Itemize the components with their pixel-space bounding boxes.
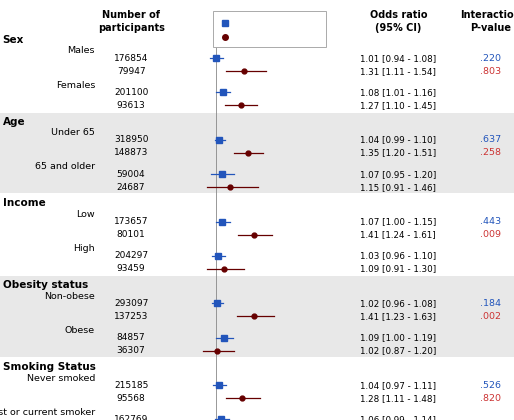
Text: 1.41 [1.23 - 1.63]: 1.41 [1.23 - 1.63] (360, 312, 436, 321)
Text: Past or current smoker: Past or current smoker (0, 408, 95, 417)
Text: 1.09 [1.00 - 1.19]: 1.09 [1.00 - 1.19] (360, 333, 436, 342)
Text: .820: .820 (481, 394, 501, 403)
Text: .803: .803 (480, 67, 502, 76)
Text: 1.04 [0.97 - 1.11]: 1.04 [0.97 - 1.11] (360, 381, 436, 390)
Text: 215185: 215185 (114, 381, 148, 390)
Text: 1.02 [0.96 - 1.08]: 1.02 [0.96 - 1.08] (360, 299, 436, 308)
Text: Interaction
P-value: Interaction P-value (461, 10, 514, 33)
Text: 24687: 24687 (117, 183, 145, 192)
Text: 137253: 137253 (114, 312, 148, 321)
Text: 1.03 [0.96 - 1.10]: 1.03 [0.96 - 1.10] (360, 252, 436, 260)
FancyBboxPatch shape (213, 11, 326, 47)
Text: 93459: 93459 (117, 265, 145, 273)
Text: Number of
participants: Number of participants (98, 10, 164, 33)
Text: .184: .184 (481, 299, 501, 308)
Text: High: High (74, 244, 95, 253)
Text: 1.02 [0.87 - 1.20]: 1.02 [0.87 - 1.20] (360, 346, 436, 355)
Text: Never smoked: Never smoked (27, 373, 95, 383)
Text: Sex: Sex (3, 35, 24, 45)
Text: 176854: 176854 (114, 54, 148, 63)
Text: .443: .443 (480, 217, 502, 226)
Text: Females: Females (56, 81, 95, 90)
Text: 162769: 162769 (114, 415, 148, 420)
Text: Non-obese: Non-obese (44, 292, 95, 301)
Text: .009: .009 (481, 230, 501, 239)
Text: 1.27 [1.10 - 1.45]: 1.27 [1.10 - 1.45] (360, 101, 436, 110)
Text: 36307: 36307 (117, 346, 145, 355)
Text: 1.08 [1.01 - 1.16]: 1.08 [1.01 - 1.16] (360, 88, 436, 97)
Text: 1.28 [1.11 - 1.48]: 1.28 [1.11 - 1.48] (360, 394, 436, 403)
Text: 1.41 [1.24 - 1.61]: 1.41 [1.24 - 1.61] (360, 230, 436, 239)
Text: 201100: 201100 (114, 88, 148, 97)
Text: Smoking Status: Smoking Status (3, 362, 96, 372)
Text: 1.04 [0.99 - 1.10]: 1.04 [0.99 - 1.10] (360, 135, 436, 144)
Text: 95568: 95568 (117, 394, 145, 403)
Text: .220: .220 (481, 54, 501, 63)
Text: 59004: 59004 (117, 170, 145, 178)
Text: Under 65: Under 65 (51, 128, 95, 137)
Text: Males: Males (67, 47, 95, 55)
Text: 204297: 204297 (114, 252, 148, 260)
Text: 1.15 [0.91 - 1.46]: 1.15 [0.91 - 1.46] (360, 183, 436, 192)
Text: 79947: 79947 (117, 67, 145, 76)
Text: 1.01 [0.94 - 1.08]: 1.01 [0.94 - 1.08] (360, 54, 436, 63)
Text: 318950: 318950 (114, 135, 149, 144)
Text: 148873: 148873 (114, 148, 148, 158)
Text: Obesity status: Obesity status (3, 280, 88, 290)
Text: 1.31 [1.11 - 1.54]: 1.31 [1.11 - 1.54] (360, 67, 436, 76)
Text: Shortness of breath: Shortness of breath (234, 31, 323, 40)
Text: 1.35 [1.20 - 1.51]: 1.35 [1.20 - 1.51] (360, 148, 436, 158)
Text: 1.07 [0.95 - 1.20]: 1.07 [0.95 - 1.20] (360, 170, 436, 178)
Text: Obese: Obese (65, 326, 95, 335)
Text: Odds ratio
(95% CI): Odds ratio (95% CI) (370, 10, 427, 33)
Text: Low: Low (77, 210, 95, 219)
Text: 84857: 84857 (117, 333, 145, 342)
Text: Age: Age (3, 117, 25, 127)
Text: 1.09 [0.91 - 1.30]: 1.09 [0.91 - 1.30] (360, 265, 436, 273)
Text: 293097: 293097 (114, 299, 148, 308)
Text: 65 and older: 65 and older (35, 163, 95, 171)
Text: .637: .637 (480, 135, 502, 144)
Text: .526: .526 (481, 381, 501, 390)
Text: .002: .002 (481, 312, 501, 321)
Bar (0, 276, 514, 357)
Text: 93613: 93613 (117, 101, 145, 110)
Text: 1.06 [0.99 - 1.14]: 1.06 [0.99 - 1.14] (360, 415, 436, 420)
Text: 173657: 173657 (114, 217, 149, 226)
Text: Income: Income (3, 198, 45, 208)
Bar (0, 113, 514, 193)
Text: 1.07 [1.00 - 1.15]: 1.07 [1.00 - 1.15] (360, 217, 436, 226)
Text: 80101: 80101 (117, 230, 145, 239)
Text: Wheeze: Wheeze (234, 17, 270, 26)
Text: .258: .258 (481, 148, 501, 158)
